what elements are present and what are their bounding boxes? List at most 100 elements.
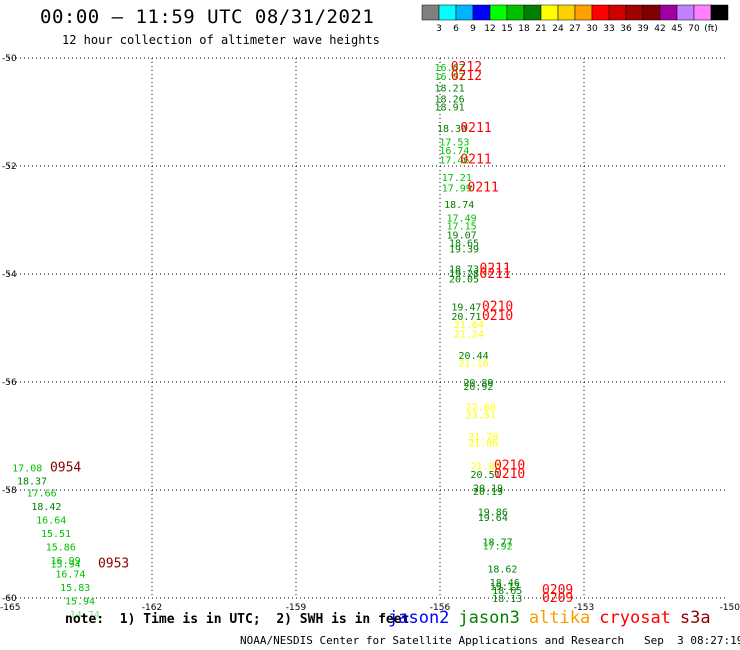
swh-value-label: 20.51 [471,470,501,481]
colorbar-swatch [438,4,457,21]
swh-value-label: 19.86 [478,508,508,519]
swh-value-label: 19.39 [449,245,479,256]
y-tick-label: -50 [2,54,17,64]
colorbar-label: 15 [501,24,512,34]
cryosat-time-label: 0210 [494,467,525,482]
swh-value-label: 17.53 [439,138,469,149]
swh-value-label: 23.51 [466,410,496,421]
x-tick-label: -162 [142,603,162,613]
colorbar-label: 24 [552,24,564,34]
x-tick-label: -165 [0,603,20,613]
colorbar-label: 3 [436,24,442,34]
mission-s3a: s3a [679,608,711,628]
colorbar-label: 9 [470,24,476,34]
swh-value-label: 15.86 [46,543,76,554]
swh-value-label: 18.46 [490,578,520,589]
colorbar-swatch [676,4,695,21]
swh-value-label: 20.05 [449,274,479,285]
swh-value-label: 20.92 [463,382,493,393]
swh-value-label: 18.13 [492,594,522,605]
swh-value-label: 18.62 [487,564,517,575]
swh-value-label: 17.92 [483,542,513,553]
swh-value-label: 18.39 [437,124,467,135]
swh-value-label: 18.74 [444,200,474,211]
colorbar-swatch [693,4,712,21]
y-tick-label: -60 [2,594,17,604]
colorbar-label: 33 [603,24,614,34]
swh-value-label: 18.91 [435,103,465,114]
cryosat-time-label: 0210 [482,299,513,314]
swh-value-label: 17.46 [439,156,469,167]
swh-value-label: 21.86 [468,438,498,449]
s3a-time-label: 0954 [50,460,81,475]
swh-value-label: 17.66 [27,489,57,500]
colorbar-swatch [455,4,474,21]
colorbar-label: (ft) [704,24,718,34]
swh-value-label: 17.15 [447,221,477,232]
swh-value-label: 18.77 [483,537,513,548]
swh-value-label: 22.86 [466,402,496,413]
chart-title: 00:00 – 11:59 UTC 08/31/2021 [40,6,375,28]
colorbar-label: 45 [671,24,682,34]
swh-value-label: 16.97 [435,72,465,83]
swh-value-label: 18.21 [435,84,465,95]
swh-value-label: 18.26 [435,95,465,106]
cryosat-time-label: 0211 [460,121,491,136]
y-tick-label: -56 [2,378,17,388]
mission-cryosat: cryosat [599,608,671,628]
swh-value-label: 18.65 [492,586,522,597]
color-scale-bar: 3 6 9 12 15 18 21 24 27 30 33 36 39 42 45 70 (ft) [421,4,729,34]
swh-value-label: 16.99 [51,556,81,567]
swh-value-label: 21.24 [454,329,484,340]
cryosat-time-label: 0211 [460,153,491,168]
swh-value-label: 15.83 [60,583,90,594]
swh-value-label: 16.67 [435,63,465,74]
swh-value-label: 16.74 [439,146,469,157]
colorbar-swatch [625,4,644,21]
colorbar-swatch [659,4,678,21]
colorbar-label: 70 [688,24,700,34]
axis-tick-labels: -50 -52 -54 -56 -58 -60-165 -162 -159 -156 -153 -1… [0,54,740,613]
credit-line: NOAA/NESDIS Center for Satellite Applica… [240,634,740,647]
swh-value-label: 19.07 [447,231,477,242]
swh-value-label: 20.44 [459,351,489,362]
swh-value-label: 20.19 [473,487,503,498]
mission-altika: altika [528,608,591,628]
colorbar-label: 27 [569,24,580,34]
colorbar-swatch [472,4,491,21]
colorbar-label: 18 [518,24,530,34]
swh-value-label: 14.74 [70,610,100,621]
swh-value-label: 20.19 [473,483,503,494]
y-tick-label: -58 [2,486,17,496]
swh-value-label: 17.49 [447,213,477,224]
swh-value-label: 18.65 [449,239,479,250]
swh-value-label: 15.94 [65,597,95,608]
x-tick-label: -153 [574,603,594,613]
swh-value-label: 15.51 [41,529,71,540]
s3a-time-label: 0953 [98,556,129,571]
swh-value-label: 19.28 [449,269,479,280]
swh-value-label: 19.47 [451,302,481,313]
colorbar-swatch [710,4,729,21]
swh-value-label: 21.64 [454,320,484,331]
swh-value-label: 19.64 [478,513,508,524]
swh-value-label: 17.99 [442,184,472,195]
colorbar-swatch [557,4,576,21]
y-tick-label: -52 [2,162,17,172]
colorbar-swatch [540,4,559,21]
cryosat-time-label: 0211 [480,267,511,282]
cryosat-time-label: 0210 [494,459,525,474]
swh-value-label: 17.08 [12,463,42,474]
swh-value-label: 17.21 [442,173,472,184]
swh-value-label: 18.42 [31,502,61,513]
mission-jason3: jason3 [458,608,520,628]
swh-value-label: 21.83 [471,462,501,473]
colorbar-swatch [506,4,525,21]
x-tick-label: -156 [430,603,451,613]
swh-value-label: 20.88 [463,378,493,389]
cryosat-time-label: 0212 [451,69,482,84]
cryosat-time-label: 0210 [482,309,513,324]
